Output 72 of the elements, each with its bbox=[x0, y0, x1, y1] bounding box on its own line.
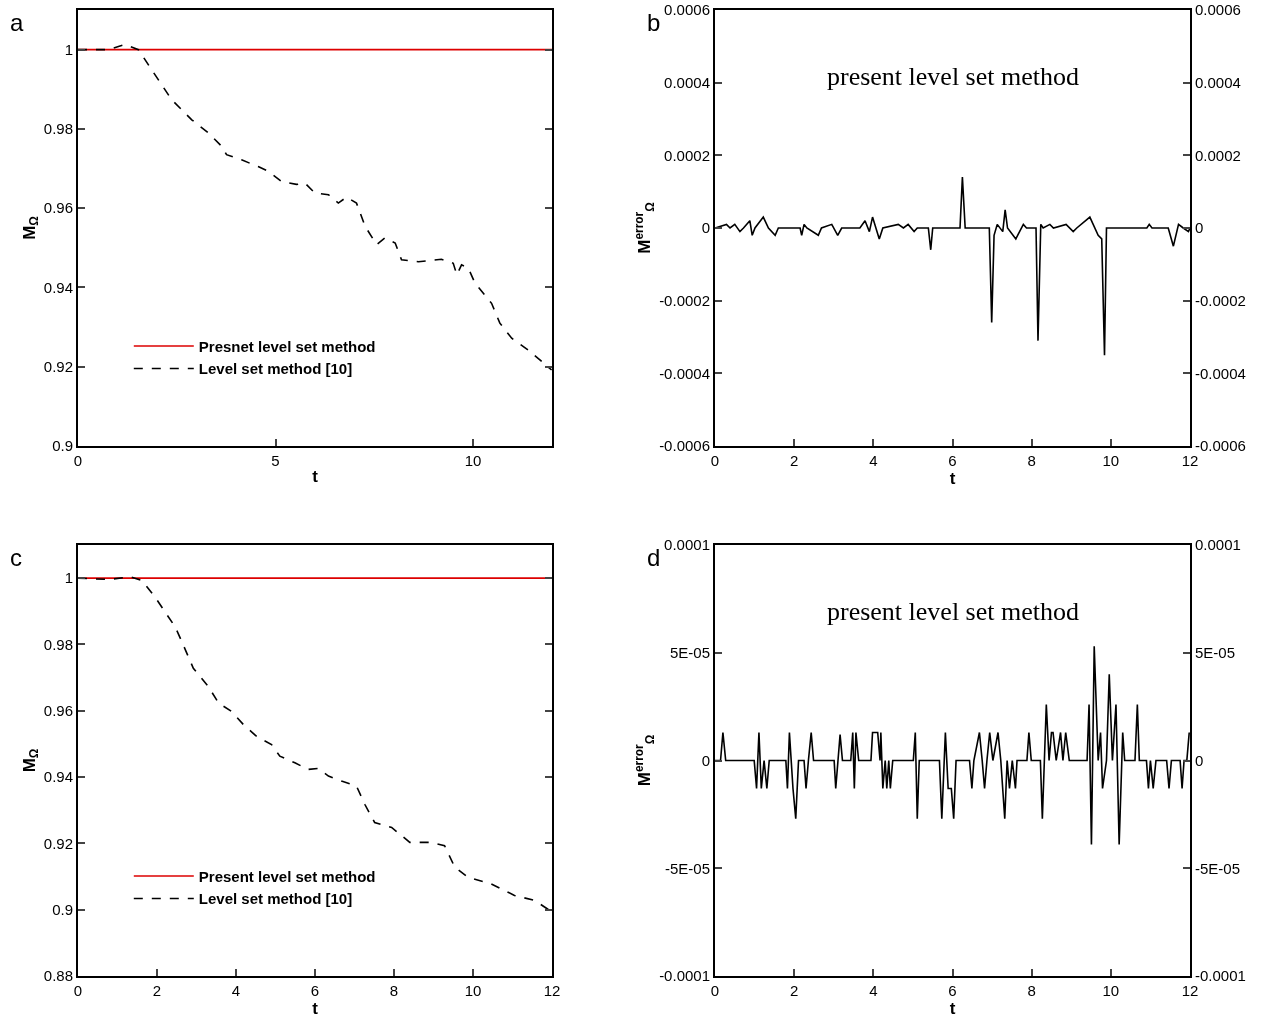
x-tick-label: 2 bbox=[790, 452, 799, 469]
y2-tick-label: -5E-05 bbox=[1195, 859, 1241, 877]
chart-title: c bbox=[10, 544, 22, 571]
y-tick-label: 0.9 bbox=[52, 900, 73, 918]
chart-title: a bbox=[10, 9, 24, 36]
y2-tick-label: -0.0002 bbox=[1195, 291, 1246, 309]
line-series bbox=[715, 176, 1190, 356]
x-tick-label: 5 bbox=[271, 452, 280, 469]
y-tick-label: 0.94 bbox=[43, 278, 73, 296]
y-tick-label: 0.0002 bbox=[664, 146, 710, 164]
x-tick-label: 10 bbox=[464, 452, 482, 469]
x-tick-label: 4 bbox=[869, 982, 878, 999]
y2-tick-label: 0.0002 bbox=[1195, 146, 1241, 164]
chart-title: d bbox=[647, 544, 661, 571]
x-tick-label: 2 bbox=[152, 982, 162, 999]
x-tick-label: 8 bbox=[1027, 452, 1036, 469]
y-tick-label: 0.88 bbox=[43, 967, 73, 985]
y-tick-label: 5E-05 bbox=[669, 644, 710, 661]
x-tick-label: 12 bbox=[1181, 982, 1199, 999]
x-tick-label: 2 bbox=[790, 982, 799, 999]
y-tick-label: 0.0004 bbox=[664, 73, 710, 91]
y-tick-label: 0.98 bbox=[43, 120, 73, 138]
y-tick-label: -5E-05 bbox=[664, 859, 710, 877]
x-tick-label: 6 bbox=[948, 982, 957, 999]
x-tick-label: 4 bbox=[231, 982, 241, 999]
x-tick-label: 6 bbox=[948, 452, 957, 469]
y-tick-label: 0.0001 bbox=[664, 536, 710, 554]
x-axis-title: t bbox=[312, 466, 319, 486]
legend-label: Present level set method bbox=[198, 867, 376, 885]
y2-tick-label: -0.0001 bbox=[1195, 967, 1246, 985]
y-tick-label: 0 bbox=[701, 219, 710, 237]
y2-tick-label: -0.0006 bbox=[1195, 437, 1246, 455]
y-tick-label: 0.94 bbox=[43, 768, 73, 786]
annotation: present level set method bbox=[827, 62, 1079, 91]
y-tick-label: 1 bbox=[64, 569, 73, 587]
legend-label: Level set method [10] bbox=[198, 890, 353, 908]
x-tick-label: 10 bbox=[464, 982, 482, 999]
y-tick-label: 0.98 bbox=[43, 635, 73, 653]
y2-tick-label: 5E-05 bbox=[1195, 644, 1236, 661]
y-tick-label: -0.0004 bbox=[659, 364, 710, 382]
x-tick-label: 6 bbox=[310, 982, 320, 999]
x-tick-label: 12 bbox=[1181, 452, 1199, 469]
y2-tick-label: 0.0004 bbox=[1195, 73, 1241, 91]
legend-label: Level set method [10] bbox=[198, 360, 353, 378]
x-tick-label: 4 bbox=[869, 452, 878, 469]
y-tick-label: -0.0002 bbox=[659, 291, 710, 309]
x-axis-title: t bbox=[312, 999, 319, 1018]
y2-tick-label: 0.0001 bbox=[1195, 536, 1241, 554]
y-tick-label: 0.92 bbox=[43, 834, 73, 852]
y-tick-label: 0.92 bbox=[43, 357, 73, 375]
annotation: present level set method bbox=[827, 597, 1079, 626]
y-tick-label: 0.9 bbox=[52, 437, 73, 455]
y-tick-label: 0.96 bbox=[43, 702, 73, 720]
y-tick-label: -0.0001 bbox=[659, 967, 710, 985]
x-tick-label: 10 bbox=[1102, 452, 1120, 469]
y-tick-label: 0.0006 bbox=[664, 1, 710, 19]
y-tick-label: 0 bbox=[701, 751, 710, 769]
legend-label: Presnet level set method bbox=[198, 337, 376, 355]
y2-tick-label: -0.0004 bbox=[1195, 364, 1246, 382]
y-tick-label: -0.0006 bbox=[659, 437, 710, 455]
chart-title: b bbox=[647, 9, 661, 36]
y2-tick-label: 0 bbox=[1195, 751, 1204, 769]
x-tick-label: 12 bbox=[543, 982, 561, 999]
x-tick-label: 8 bbox=[1027, 982, 1036, 999]
y-tick-label: 0.96 bbox=[43, 199, 73, 217]
y-tick-label: 1 bbox=[64, 40, 73, 58]
y2-tick-label: 0 bbox=[1195, 219, 1204, 237]
x-axis-title: t bbox=[949, 469, 956, 488]
x-tick-label: 8 bbox=[389, 982, 399, 999]
x-axis-title: t bbox=[949, 999, 956, 1018]
y2-tick-label: 0.0006 bbox=[1195, 1, 1241, 19]
x-tick-label: 10 bbox=[1102, 982, 1120, 999]
